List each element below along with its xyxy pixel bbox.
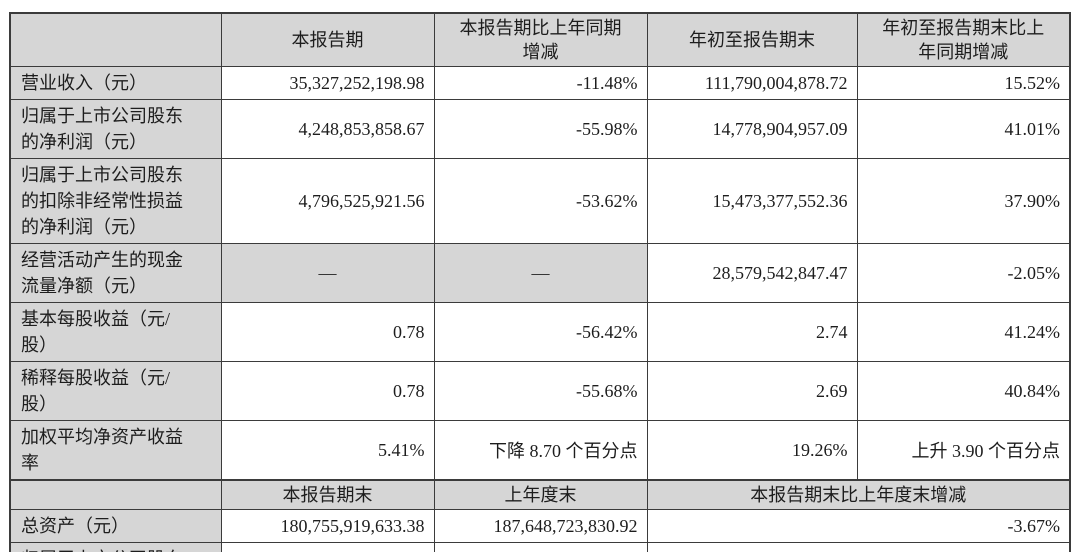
col-header-change-vs-prior-year-end: 本报告期末比上年度末增减 <box>646 479 1071 510</box>
cell-ytd-yoy-change: 41.24% <box>856 302 1071 362</box>
row-label-shareholders-equity: 归属于上市公司股东 的所有者权益（元） <box>9 542 222 552</box>
row-label-operating-cash-flow: 经营活动产生的现金 流量净额（元） <box>9 243 222 303</box>
header-row-1: 本报告期 本报告期比上年同期 增减 年初至报告期末 年初至报告期末比上 年同期增… <box>9 12 1071 67</box>
cell-ytd-yoy-change: 37.90% <box>856 158 1071 244</box>
cell-ytd: 19.26% <box>646 420 858 481</box>
cell-ytd-yoy-change: -2.05% <box>856 243 1071 303</box>
cell-yoy-change: -11.48% <box>433 66 648 100</box>
cell-current-period: 35,327,252,198.98 <box>220 66 435 100</box>
cell-current-period-dash: — <box>220 243 435 303</box>
cell-current-period: 0.78 <box>220 361 435 421</box>
col-header-ytd-vs-prior-yoy: 年初至报告期末比上 年同期增减 <box>856 12 1071 67</box>
row-label-net-profit: 归属于上市公司股东 的净利润（元） <box>9 99 222 159</box>
table-row-basic-eps: 基本每股收益（元/ 股） 0.78 -56.42% 2.74 41.24% <box>9 302 1071 362</box>
row-label-net-profit-excl-nonrecurring: 归属于上市公司股东 的扣除非经常性损益 的净利润（元） <box>9 158 222 244</box>
cell-change-vs-prior-year-end: -3.67% <box>646 509 1071 543</box>
cell-yoy-change-dash: — <box>433 243 648 303</box>
cell-yoy-change: -56.42% <box>433 302 648 362</box>
cell-yoy-change: -55.98% <box>433 99 648 159</box>
col-header-current-vs-prior-yoy: 本报告期比上年同期 增减 <box>433 12 648 67</box>
row-label-revenue: 营业收入（元） <box>9 66 222 100</box>
cell-end-of-prior-year: 187,648,723,830.92 <box>433 509 648 543</box>
row-label-basic-eps: 基本每股收益（元/ 股） <box>9 302 222 362</box>
cell-change-vs-prior-year-end: 6.72% <box>646 542 1071 552</box>
cell-ytd-yoy-change: 上升 3.90 个百分点 <box>856 420 1071 481</box>
cell-ytd: 111,790,004,878.72 <box>646 66 858 100</box>
cell-current-period: 4,796,525,921.56 <box>220 158 435 244</box>
row-label-diluted-eps: 稀释每股收益（元/ 股） <box>9 361 222 421</box>
table-row-total-assets: 总资产（元） 180,755,919,633.38 187,648,723,83… <box>9 509 1071 543</box>
row-label-weighted-avg-roe: 加权平均净资产收益 率 <box>9 420 222 481</box>
cell-current-period: 0.78 <box>220 302 435 362</box>
col-header-end-of-period: 本报告期末 <box>220 479 435 510</box>
cell-end-of-prior-year: 72,031,777,857.01 <box>433 542 648 552</box>
cell-current-period: 4,248,853,858.67 <box>220 99 435 159</box>
col-header-ytd: 年初至报告期末 <box>646 12 858 67</box>
col-header-current-period: 本报告期 <box>220 12 435 67</box>
cell-ytd: 2.69 <box>646 361 858 421</box>
cell-ytd-yoy-change: 41.01% <box>856 99 1071 159</box>
cell-ytd-yoy-change: 40.84% <box>856 361 1071 421</box>
cell-ytd: 28,579,542,847.47 <box>646 243 858 303</box>
row-label-total-assets: 总资产（元） <box>9 509 222 543</box>
table-row-revenue: 营业收入（元） 35,327,252,198.98 -11.48% 111,79… <box>9 66 1071 100</box>
cell-ytd-yoy-change: 15.52% <box>856 66 1071 100</box>
cell-yoy-change: -55.68% <box>433 361 648 421</box>
header-row-2: 本报告期末 上年度末 本报告期末比上年度末增减 <box>9 479 1071 510</box>
table-row-net-profit: 归属于上市公司股东 的净利润（元） 4,248,853,858.67 -55.9… <box>9 99 1071 159</box>
cell-end-of-period: 180,755,919,633.38 <box>220 509 435 543</box>
cell-ytd: 15,473,377,552.36 <box>646 158 858 244</box>
cell-ytd: 14,778,904,957.09 <box>646 99 858 159</box>
table-row-diluted-eps: 稀释每股收益（元/ 股） 0.78 -55.68% 2.69 40.84% <box>9 361 1071 421</box>
col-header-end-of-prior-year: 上年度末 <box>433 479 648 510</box>
cell-current-period: 5.41% <box>220 420 435 481</box>
cell-ytd: 2.74 <box>646 302 858 362</box>
cell-yoy-change: -53.62% <box>433 158 648 244</box>
col-header-empty <box>9 12 222 67</box>
financial-summary-table: 本报告期 本报告期比上年同期 增减 年初至报告期末 年初至报告期末比上 年同期增… <box>9 12 1071 552</box>
table-row-weighted-avg-roe: 加权平均净资产收益 率 5.41% 下降 8.70 个百分点 19.26% 上升… <box>9 420 1071 481</box>
col-header-empty-2 <box>9 479 222 510</box>
cell-yoy-change: 下降 8.70 个百分点 <box>433 420 648 481</box>
table-row-shareholders-equity: 归属于上市公司股东 的所有者权益（元） 76,870,330,747.41 72… <box>9 542 1071 552</box>
table-row-operating-cash-flow: 经营活动产生的现金 流量净额（元） — — 28,579,542,847.47 … <box>9 243 1071 303</box>
table-row-net-profit-excl-nonrecurring: 归属于上市公司股东 的扣除非经常性损益 的净利润（元） 4,796,525,92… <box>9 158 1071 244</box>
cell-end-of-period: 76,870,330,747.41 <box>220 542 435 552</box>
